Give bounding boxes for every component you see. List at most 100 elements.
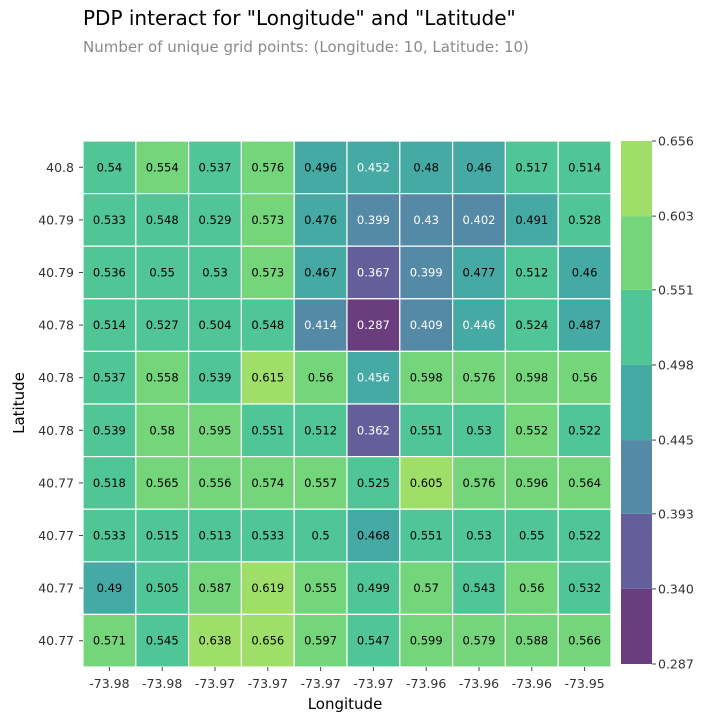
heatmap-cell xyxy=(82,456,137,510)
heatmap-cell xyxy=(452,613,507,668)
cell-value-label: 0.55 xyxy=(519,529,545,543)
heatmap-cell xyxy=(293,245,348,300)
cell-value-label: 0.533 xyxy=(251,529,284,543)
cell-value-label: 0.287 xyxy=(357,318,390,332)
heatmap-cell xyxy=(504,456,559,510)
y-tick-label: 40.77 xyxy=(38,633,74,648)
colorbar-tick-label: 0.603 xyxy=(658,209,694,224)
cell-value-label: 0.467 xyxy=(304,266,337,280)
cell-value-label: 0.537 xyxy=(93,371,126,385)
heatmap-cell xyxy=(557,350,612,405)
cell-value-label: 0.551 xyxy=(251,423,284,437)
heatmap-cell xyxy=(240,403,295,458)
cell-value-label: 0.598 xyxy=(515,371,548,385)
heatmap-cell xyxy=(135,193,190,247)
cell-value-label: 0.619 xyxy=(251,581,284,595)
cell-value-label: 0.545 xyxy=(146,634,179,648)
cell-value-label: 0.539 xyxy=(93,423,126,437)
heatmap-cell xyxy=(346,508,401,563)
cell-value-label: 0.46 xyxy=(466,160,492,174)
cell-value-label: 0.596 xyxy=(515,476,548,490)
x-tick-label: -73.97 xyxy=(353,676,393,691)
cell-value-label: 0.576 xyxy=(463,476,496,490)
heatmap-cell xyxy=(135,561,190,615)
cell-value-label: 0.539 xyxy=(199,371,232,385)
heatmap-cell xyxy=(135,613,190,668)
cell-value-label: 0.555 xyxy=(304,581,337,595)
heatmap-cell xyxy=(346,613,401,668)
cell-value-label: 0.477 xyxy=(463,266,496,280)
y-tick-label: 40.77 xyxy=(38,475,74,490)
cell-value-label: 0.554 xyxy=(146,160,179,174)
cell-value-label: 0.656 xyxy=(251,634,284,648)
cell-value-label: 0.543 xyxy=(463,581,496,595)
x-axis-label: Longitude xyxy=(308,695,383,713)
heatmap-cell xyxy=(504,561,559,615)
cell-value-label: 0.571 xyxy=(93,634,126,648)
chart-subtitle: Number of unique grid points: (Longitude… xyxy=(83,38,529,56)
cell-value-label: 0.56 xyxy=(572,371,598,385)
cell-value-label: 0.573 xyxy=(251,213,284,227)
heatmap-cell xyxy=(399,193,454,247)
cell-value-label: 0.504 xyxy=(199,318,232,332)
heatmap-cell xyxy=(293,508,348,563)
cell-value-label: 0.547 xyxy=(357,634,390,648)
cell-value-label: 0.587 xyxy=(199,581,232,595)
heatmap-cell xyxy=(135,508,190,563)
x-tick-label: -73.98 xyxy=(142,676,182,691)
colorbar-tick-label: 0.393 xyxy=(658,506,694,521)
cell-value-label: 0.527 xyxy=(146,318,179,332)
heatmap-cell xyxy=(557,245,612,300)
heatmap-cell xyxy=(240,456,295,510)
cell-value-label: 0.53 xyxy=(202,266,228,280)
y-tick-label: 40.78 xyxy=(38,318,74,333)
x-tick-label: -73.97 xyxy=(300,676,340,691)
colorbar-tick-label: 0.551 xyxy=(658,282,694,297)
cell-value-label: 0.576 xyxy=(463,371,496,385)
heatmap-cell xyxy=(346,350,401,405)
cell-value-label: 0.556 xyxy=(199,476,232,490)
heatmap-cell xyxy=(557,140,612,195)
cell-value-label: 0.512 xyxy=(304,423,337,437)
cell-value-label: 0.54 xyxy=(97,160,123,174)
heatmap-cell xyxy=(135,245,190,300)
cell-value-label: 0.517 xyxy=(515,160,548,174)
cell-value-label: 0.573 xyxy=(251,266,284,280)
heatmap-cell xyxy=(293,561,348,615)
cell-value-label: 0.402 xyxy=(463,213,496,227)
colorbar-tick-label: 0.656 xyxy=(658,134,694,149)
cell-value-label: 0.638 xyxy=(199,634,232,648)
heatmap-cell xyxy=(452,456,507,510)
y-tick-label: 40.77 xyxy=(38,581,74,596)
cell-value-label: 0.595 xyxy=(199,423,232,437)
cell-value-label: 0.399 xyxy=(410,266,443,280)
cell-value-label: 0.598 xyxy=(410,371,443,385)
heatmap-cell xyxy=(346,561,401,615)
cell-value-label: 0.524 xyxy=(515,318,548,332)
cell-value-label: 0.513 xyxy=(199,529,232,543)
colorbar-segment xyxy=(621,364,652,441)
colorbar-tick-label: 0.498 xyxy=(658,357,694,372)
cell-value-label: 0.615 xyxy=(251,371,284,385)
cell-value-label: 0.476 xyxy=(304,213,337,227)
colorbar-segment xyxy=(621,588,652,664)
heatmap-cell xyxy=(293,613,348,668)
cell-value-label: 0.514 xyxy=(568,160,601,174)
heatmap-cell xyxy=(452,561,507,615)
cell-value-label: 0.452 xyxy=(357,160,390,174)
heatmap-cell xyxy=(557,193,612,247)
cell-value-label: 0.46 xyxy=(572,266,598,280)
cell-value-label: 0.588 xyxy=(515,634,548,648)
x-axis-ticks: -73.98 -73.98 -73.97 -73.97 -73.97 -73.97 -73.… xyxy=(89,667,605,691)
y-axis-ticks: 40.8 40.79 40.79 40.78 40.78 40.78 40.77 40.77 4… xyxy=(38,160,83,648)
cell-value-label: 0.551 xyxy=(410,529,443,543)
heatmap-cell xyxy=(452,140,507,195)
cell-value-label: 0.414 xyxy=(304,318,337,332)
heatmap-cell xyxy=(452,245,507,300)
heatmap-cell xyxy=(452,193,507,247)
heatmap-cell xyxy=(188,298,243,352)
colorbar-segment xyxy=(621,513,652,589)
cell-value-label: 0.605 xyxy=(410,476,443,490)
cell-value-label: 0.487 xyxy=(568,318,601,332)
y-tick-label: 40.78 xyxy=(38,423,74,438)
